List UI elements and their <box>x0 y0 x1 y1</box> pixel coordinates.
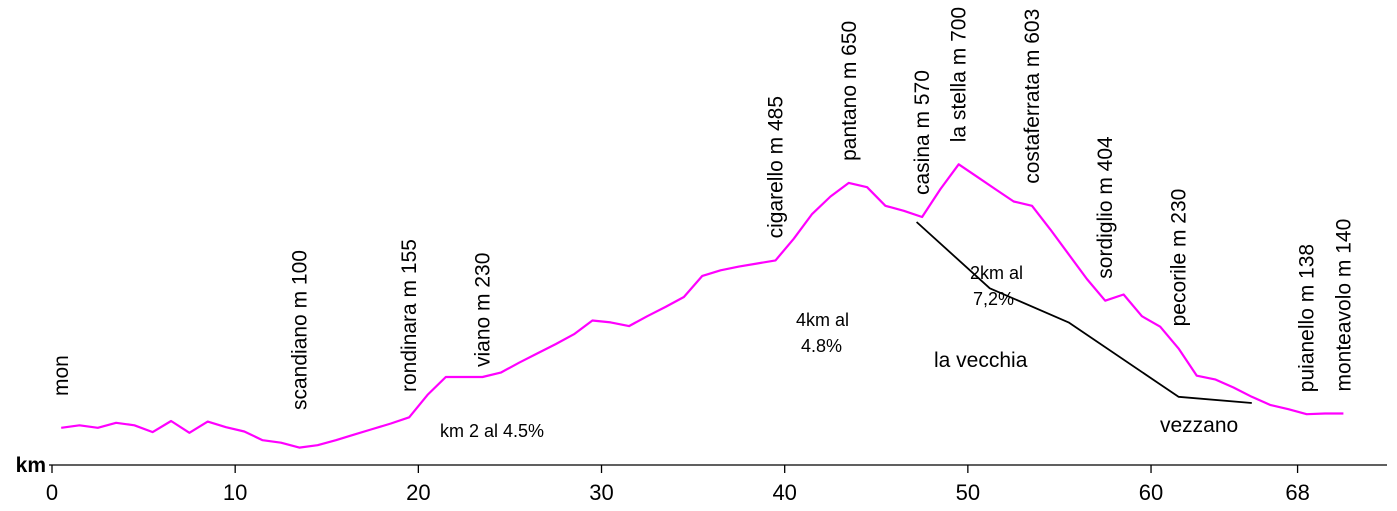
place-label: la stella m 700 <box>948 7 971 142</box>
place-label: rondinara m 155 <box>398 239 421 392</box>
annotations: km 2 al 4.5% 4km al 4.8% 2km al 7,2% la … <box>440 263 1238 441</box>
place-label: monteavolo m 140 <box>1332 219 1355 392</box>
place-label: costaferrata m 603 <box>1021 9 1044 184</box>
x-ticks: 0 10 20 30 40 50 60 68 <box>46 465 1310 505</box>
x-tick-label: 68 <box>1285 480 1309 505</box>
x-tick-label: 30 <box>589 480 613 505</box>
place-label: casina m 570 <box>911 70 934 195</box>
gradient-note-4km-line2: 4.8% <box>801 336 842 356</box>
place-label: pecorile m 230 <box>1168 189 1191 327</box>
place-label: viano m 230 <box>472 253 495 367</box>
x-tick-label: 50 <box>956 480 980 505</box>
la-vecchia-line <box>915 221 1252 404</box>
la-vecchia-label: la vecchia <box>934 349 1028 372</box>
x-axis: km <box>16 454 1387 477</box>
place-label: pantano m 650 <box>838 21 861 161</box>
x-tick-label: 0 <box>46 480 58 505</box>
x-tick-label: 40 <box>772 480 796 505</box>
place-label: scandiano m 100 <box>288 250 311 410</box>
vezzano-label: vezzano <box>1160 414 1238 437</box>
gradient-note-4km-line1: 4km al <box>796 310 849 330</box>
gradient-note-2km-line2: 7,2% <box>973 289 1014 309</box>
x-tick-label: 60 <box>1139 480 1163 505</box>
place-label: mon <box>50 355 73 396</box>
profile-lines <box>61 163 1344 449</box>
x-axis-title: km <box>16 454 46 477</box>
gradient-note-2km-line1: 2km al <box>970 263 1023 283</box>
place-label: cigarello m 485 <box>765 96 788 238</box>
place-label: sordiglio m 404 <box>1094 136 1117 279</box>
gradient-note-km2: km 2 al 4.5% <box>440 421 544 441</box>
place-label: puianello m 138 <box>1296 244 1319 392</box>
elevation-line <box>61 163 1344 449</box>
x-tick-label: 20 <box>406 480 430 505</box>
place-labels: mon scandiano m 100 rondinara m 155 viano m… <box>50 7 1355 410</box>
x-tick-label: 10 <box>223 480 247 505</box>
